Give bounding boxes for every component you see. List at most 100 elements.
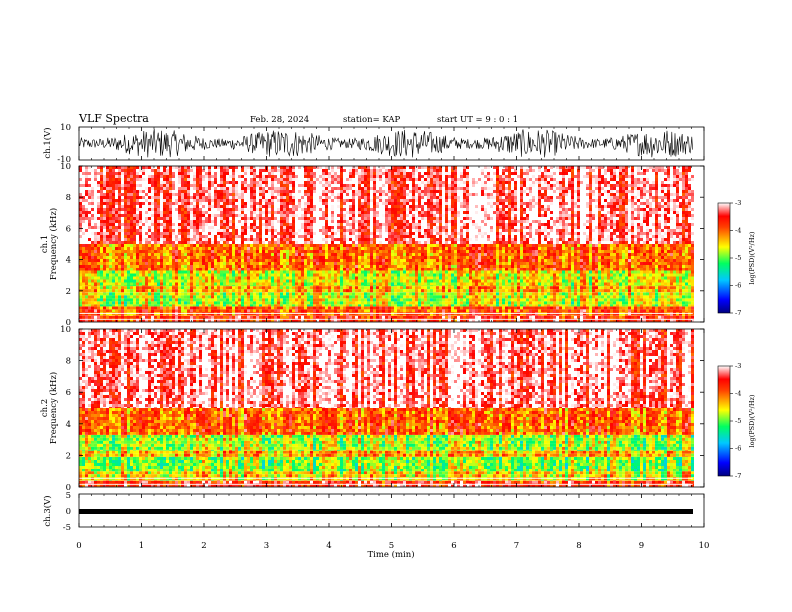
spectrogram-cell [670,295,673,299]
spectrogram-cell [85,304,88,307]
spectrogram-cell [196,298,199,302]
spectrogram-cell [619,298,622,302]
spectrogram-cell [319,292,322,296]
spectrogram-cell [103,282,106,286]
spectrogram-cell [88,285,91,287]
spectrogram-cell [457,247,460,250]
spectrogram-cell [616,273,619,277]
spectrogram-cell [523,250,526,253]
spectrogram-cell [646,315,649,319]
spectrogram-cell [118,279,121,283]
spectrogram-cell [349,244,352,247]
spectrogram-cell [493,276,496,280]
spectrogram-cell [682,309,685,313]
spectrogram-cell [673,312,676,316]
spectrogram-cell [316,270,319,274]
spectrogram-cell [466,285,469,287]
spectrogram-cell [373,315,376,319]
spectrogram-cell [199,282,202,286]
spectrogram-cell [265,292,268,296]
station-label: station= KAP [343,115,401,125]
spectrogram-cell [475,270,478,274]
spectrogram-cell [151,282,154,286]
spectrogram-cell [568,292,571,296]
spectrogram-cell [181,253,184,256]
spectrogram-cell [340,295,343,299]
spectrogram-cell [517,289,520,293]
spectrogram-cell [229,292,232,296]
spectrogram-cell [322,247,325,250]
spectrogram-cell [151,273,154,277]
spectrogram-cell [580,250,583,253]
spectrogram-cell [157,301,160,305]
spectrogram-cell [649,286,652,290]
spectrogram-cell [469,292,472,296]
spectrogram-cell [235,253,238,256]
spectrogram-cell [313,273,316,277]
spectrogram-cell [541,285,544,287]
spectrogram-cell [637,286,640,290]
spectrogram-cell [637,273,640,277]
spectrogram-cell [562,318,565,322]
spectrogram-cell [88,298,91,302]
spectrogram-cell [460,292,463,296]
spectrogram-cell [121,304,124,307]
spectrogram-cell [337,298,340,302]
spectrogram-cell [160,318,163,322]
spectrogram-cell [235,270,238,274]
spectrogram-cell [133,295,136,299]
spectrogram-cell [331,279,334,283]
spectrogram-cell [490,279,493,283]
spectrogram-cell [385,276,388,280]
spectrogram-cell [235,285,238,287]
spectrogram-cell [391,276,394,280]
spectrogram-cell [355,270,358,274]
spectrogram-cell [226,276,229,280]
spectrogram-cell [355,282,358,286]
spectrogram-cell [574,244,577,247]
spectrogram-cell [229,285,232,287]
spectrogram-cell [544,285,547,287]
spectrogram-cell [193,286,196,290]
spectrogram-cell [472,286,475,290]
spectrogram-cell [394,270,397,274]
spectrogram-cell [142,276,145,280]
spectrogram-cell [604,286,607,290]
spectrogram-cell [328,318,331,322]
spectrogram-cell [151,286,154,290]
spectrogram-cell [541,250,544,253]
spectrogram-cell [559,315,562,319]
spectrogram-cell [601,276,604,280]
spectrogram-cell [613,247,616,250]
spectrogram-cell [430,286,433,290]
spectrogram-cell [547,270,550,274]
spectrogram-cell [277,247,280,250]
spectrogram-cell [241,309,244,313]
spectrogram-cell [301,289,304,293]
spectrogram-cell [385,289,388,293]
spectrogram-cell [559,279,562,283]
spectrogram-cell [166,292,169,296]
spectrogram-cell [361,250,364,253]
spectrogram-cell [403,273,406,277]
spectrogram-cell [280,301,283,305]
spectrogram-cell [301,306,304,310]
spectrogram-cell [340,285,343,287]
spectrogram-cell [499,279,502,283]
spectrogram-cell [322,315,325,319]
spectrogram-cell [499,318,502,322]
spectrogram-cell [244,285,247,287]
spectrogram-cell [118,273,121,277]
spectrogram-cell [226,315,229,319]
spectrogram-cell [391,285,394,287]
spectrogram-cell [157,286,160,290]
spectrogram-cell [634,289,637,293]
spectrogram-cell [577,285,580,287]
spectrogram-cell [325,282,328,286]
spectrogram-cell [238,247,241,250]
spectrogram-cell [355,301,358,305]
spectrogram-cell [574,270,577,274]
spectrogram-cell [232,282,235,286]
spectrogram-cell [622,312,625,316]
spectrogram-cell [220,244,223,247]
